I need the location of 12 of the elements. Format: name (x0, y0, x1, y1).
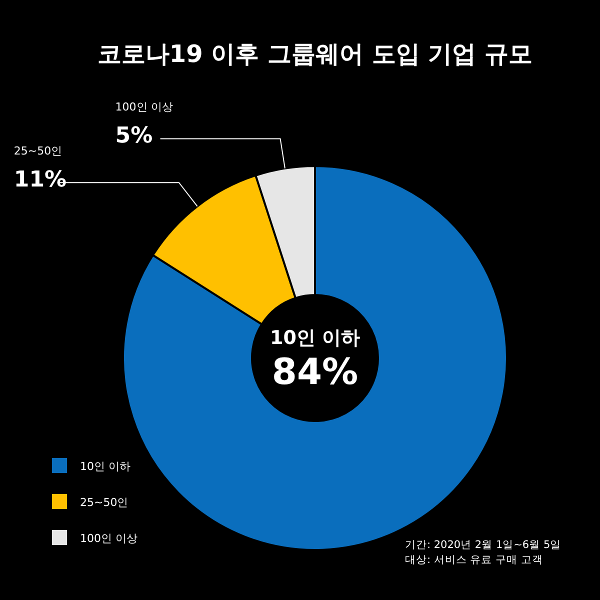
slice-label: 10인 이하 (270, 327, 360, 349)
category-label: 25~50인 (14, 144, 62, 158)
data-label: 84% (272, 352, 358, 393)
category-label: 100인 이상 (115, 100, 173, 114)
chart-title: 코로나19 이후 그룹웨어 도입 기업 규모 (97, 40, 533, 68)
data-label: 11% (14, 168, 67, 193)
text: 대상: 서비스 유료 구매 고객 (405, 554, 543, 566)
data-label: 5% (115, 124, 153, 149)
legend-label: 100인 이상 (80, 532, 138, 545)
text: 기간: 2020년 2월 1일~6월 5일 (405, 539, 562, 551)
legend-label: 25~50인 (80, 496, 128, 509)
legend-label: 10인 이하 (80, 460, 130, 473)
